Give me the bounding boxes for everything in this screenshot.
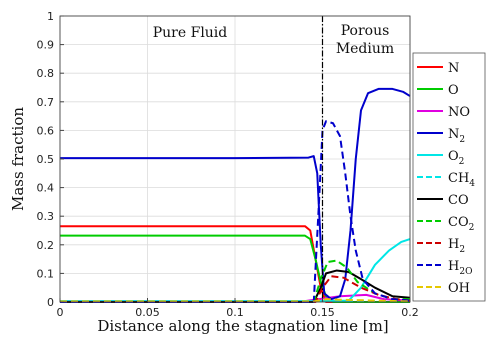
y-tick-label: 0.2 bbox=[37, 239, 55, 252]
series-group bbox=[60, 87, 411, 303]
series-line-oh bbox=[60, 298, 411, 303]
y-tick-label: 0.5 bbox=[37, 153, 55, 166]
x-tick-label: 0.15 bbox=[310, 306, 335, 319]
region-label-pure-fluid: Pure Fluid bbox=[153, 25, 228, 41]
legend-label-h2: H2 bbox=[448, 237, 465, 255]
legend-label-co2: CO2 bbox=[448, 215, 474, 233]
series-line-n2 bbox=[60, 87, 411, 301]
y-axis-label: Mass fraction bbox=[9, 107, 27, 211]
y-tick-label: 0.1 bbox=[37, 267, 55, 280]
legend-label-ch4: CH4 bbox=[448, 171, 475, 189]
y-tick-label: 1 bbox=[47, 10, 54, 23]
x-axis-label: Distance along the stagnation line [m] bbox=[97, 317, 388, 335]
legend-label-n2: N2 bbox=[448, 127, 465, 145]
series-line-co bbox=[60, 269, 411, 303]
series-line-h2 bbox=[60, 275, 411, 303]
legend-label-oh: OH bbox=[448, 281, 470, 296]
legend-label-o: O bbox=[448, 83, 459, 98]
legend-label-co: CO bbox=[448, 193, 469, 208]
y-tick-label: 0.7 bbox=[37, 96, 55, 109]
series-line-h2o bbox=[60, 120, 411, 303]
x-tick-label: 0 bbox=[57, 306, 64, 319]
legend-box bbox=[412, 52, 486, 302]
legend-label-n: N bbox=[448, 61, 459, 76]
y-tick-label: 0.3 bbox=[37, 210, 55, 223]
x-tick-label: 0.1 bbox=[226, 306, 244, 319]
y-tick-label: 0.4 bbox=[37, 182, 55, 195]
region-label-medium: Medium bbox=[336, 41, 394, 57]
y-tick-label: 0.8 bbox=[37, 67, 55, 80]
y-tick-label: 0.9 bbox=[37, 39, 55, 52]
legend-label-o2: O2 bbox=[448, 149, 464, 167]
legend-label-no: NO bbox=[448, 105, 470, 120]
x-tick-label: 0.2 bbox=[401, 306, 419, 319]
y-tick-label: 0 bbox=[47, 296, 54, 309]
x-tick-label: 0.05 bbox=[135, 306, 160, 319]
legend: NO NO N2 O2 CH4 CO CO2 H2 H2O OH bbox=[412, 52, 486, 302]
y-tick-label: 0.6 bbox=[37, 124, 55, 137]
legend-label-h2o: H2O bbox=[448, 259, 472, 277]
region-label-porous: Porous bbox=[341, 23, 390, 39]
